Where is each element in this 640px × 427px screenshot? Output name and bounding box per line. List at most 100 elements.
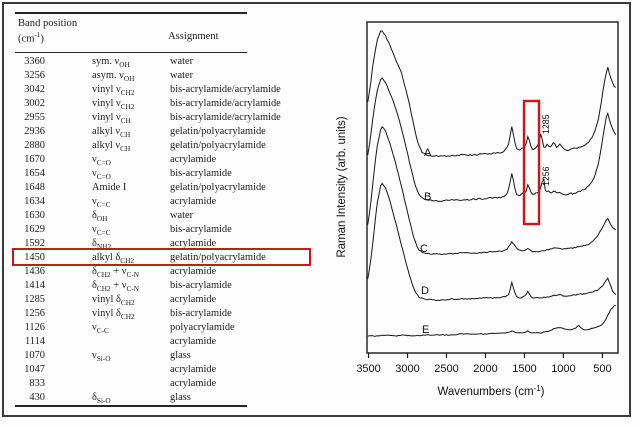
band-position-cell: 1285: [24, 294, 45, 305]
curve-label-C: C: [420, 243, 428, 255]
band-position-cell: 1648: [24, 182, 45, 193]
peak-annotation-1256: 1256: [541, 166, 551, 186]
assignment-cell: water: [170, 56, 194, 67]
mode-cell: νC-C: [92, 321, 109, 338]
assignment-cell: bis-acrylamide/acrylamide: [170, 112, 281, 123]
assignment-cell: acrylamide: [170, 336, 217, 347]
mode-text: δ: [92, 392, 97, 403]
band-position-cell: 1670: [24, 154, 45, 165]
mode-text: ν: [92, 154, 97, 165]
table-rule-header: [15, 52, 247, 54]
mode-text: asym. ν: [92, 70, 124, 81]
mode-subscript: CH: [120, 130, 131, 140]
mode-text: alkyl ν: [92, 126, 121, 137]
band-position-cell: 3360: [24, 56, 45, 67]
mode-cell: Amide I: [92, 181, 126, 195]
table-row: 1414 δCH2 + νC-N bis-acrylamide: [15, 279, 247, 293]
mode-cell: alkyl νCH: [92, 125, 130, 142]
mode-text: ν: [92, 350, 97, 361]
band-position-cell: 1126: [24, 322, 45, 333]
mode-text: δ: [92, 238, 97, 249]
mode-cell: vinyl νCH: [92, 111, 131, 128]
band-position-cell: 2880: [24, 140, 45, 151]
assignment-cell: bis-acrylamide/acrylamide: [170, 98, 281, 109]
table-body: 3360 sym. νOH water 3256 asym. νOH water…: [15, 55, 281, 408]
mode-text: ν: [92, 168, 97, 179]
plot-highlight-box: [522, 99, 541, 226]
band-position-cell: 1436: [24, 266, 45, 277]
assignment-cell: acrylamide: [170, 196, 217, 207]
band-position-cell: 833: [29, 378, 45, 389]
x-tick-label: 1500: [512, 363, 536, 375]
table-row: 1126 νC-C polyacrylamide: [15, 321, 247, 335]
mode-cell: νC=C: [92, 195, 111, 212]
assignment-cell: bis-acrylamide/acrylamide: [170, 84, 281, 95]
assignment-cell: acrylamide: [170, 238, 217, 249]
mode-subscript: NH2: [96, 242, 112, 252]
mode-text: sym. ν: [92, 56, 120, 67]
table-row: 1670 νC=O acrylamide: [15, 153, 247, 167]
mode-subscript: CH2: [96, 270, 111, 280]
mode-text: δ: [92, 280, 97, 291]
spectrum-curve-D: [367, 182, 617, 302]
assignment-cell: water: [170, 70, 194, 81]
mode-text: vinyl δ: [92, 308, 121, 319]
table-row: 1256 vinyl δCH2 bis-acrylamide: [15, 307, 247, 321]
table-row: 1285 vinyl δCH2 acrylamide: [15, 293, 247, 307]
assignment-cell: acrylamide: [170, 294, 217, 305]
mode-cell: νSi-O: [92, 349, 111, 366]
assignment-cell: gelatin/polyacrylamide: [170, 140, 266, 151]
spectrum-curve-A: [367, 30, 617, 158]
mode-cell: δSi-O: [92, 391, 111, 408]
assignment-cell: polyacrylamide: [170, 322, 235, 333]
assignment-cell: acrylamide: [170, 378, 217, 389]
band-position-cell: 2936: [24, 126, 45, 137]
curve-label-D: D: [421, 285, 429, 297]
mode-subscript: C=O: [96, 158, 111, 168]
x-tick-label: 2000: [473, 363, 497, 375]
band-position-cell: 2955: [24, 112, 45, 123]
x-tick-label: 3000: [395, 363, 419, 375]
mode-subscript: C-N: [126, 284, 140, 294]
assignment-cell: gelatin/polyacrylamide: [170, 252, 266, 263]
table-row: 3256 asym. νOH water: [15, 69, 247, 83]
mode-text: Amide I: [92, 182, 127, 193]
table-row: 1592 δNH2 acrylamide: [15, 237, 247, 251]
mode-cell: sym. νOH: [92, 55, 130, 72]
table-row: 1070 νSi-O glass: [15, 349, 247, 363]
mode-cell: vinyl νCH2: [92, 83, 134, 100]
band-position-cell: 1630: [24, 210, 45, 221]
assignment-cell: acrylamide: [170, 266, 217, 277]
mode-text: vinyl ν: [92, 98, 121, 109]
mode-cell: νC=O: [92, 167, 111, 184]
table-row: 833 acrylamide: [15, 377, 247, 391]
mode-cell: νC=O: [92, 153, 111, 170]
mode-cell: δCH2 + νC-N: [92, 279, 139, 296]
unit-text: (cm: [18, 33, 35, 45]
unit-close: ): [40, 33, 44, 45]
band-assignment-table: Band position (cm-1) Assignment 3360 sym…: [12, 0, 311, 420]
table-row: 1629 νC=C bis-acrylamide: [15, 223, 247, 237]
x-tick-label: 2500: [434, 363, 458, 375]
table-row: 3360 sym. νOH water: [15, 55, 247, 69]
mode-cell: alkyl νCH: [92, 139, 130, 156]
band-position-cell: 3002: [24, 98, 45, 109]
mode-subscript: CH2: [120, 256, 135, 266]
table-rule-top: [15, 12, 247, 14]
assignment-cell: bis-acrylamide: [170, 224, 232, 235]
spectrum-curve-E: [367, 304, 616, 337]
band-position-cell: 1256: [24, 308, 45, 319]
mode-cell: alkyl δCH2: [92, 251, 134, 268]
band-position-cell: 3042: [24, 84, 45, 95]
band-position-cell: 1114: [24, 336, 45, 347]
assignment-cell: acrylamide: [170, 154, 217, 165]
band-position-cell: 1047: [24, 364, 45, 375]
table-row: 2880 alkyl νCH gelatin/polyacrylamide: [15, 139, 266, 156]
table-row: 1630 δOH water: [15, 209, 247, 223]
assignment-cell: bis-acrylamide: [170, 280, 232, 291]
mode-text: ν: [92, 224, 97, 235]
table-row: 1114 acrylamide: [15, 335, 247, 349]
mode-text: vinyl ν: [92, 112, 121, 123]
mode-subscript: C=O: [96, 172, 111, 182]
mode-text: alkyl δ: [92, 252, 121, 263]
